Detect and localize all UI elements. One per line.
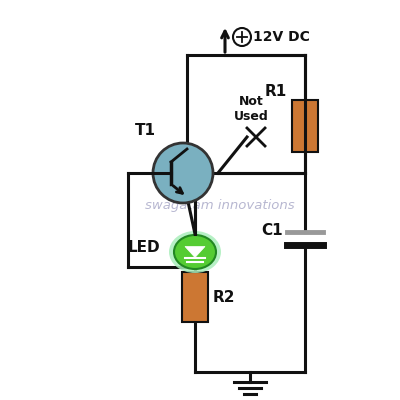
Text: LED: LED xyxy=(127,240,160,254)
Text: 12V DC: 12V DC xyxy=(253,30,310,44)
Polygon shape xyxy=(185,246,205,258)
Ellipse shape xyxy=(169,231,221,273)
Ellipse shape xyxy=(174,235,216,269)
Text: C1: C1 xyxy=(261,223,283,238)
Text: Not
Used: Not Used xyxy=(234,95,268,123)
Circle shape xyxy=(153,143,213,203)
FancyBboxPatch shape xyxy=(292,100,318,152)
Text: R2: R2 xyxy=(213,290,236,304)
FancyBboxPatch shape xyxy=(182,272,208,322)
Text: R1: R1 xyxy=(265,84,287,100)
Text: T1: T1 xyxy=(135,123,156,138)
Text: swagatam innovations: swagatam innovations xyxy=(145,198,295,212)
